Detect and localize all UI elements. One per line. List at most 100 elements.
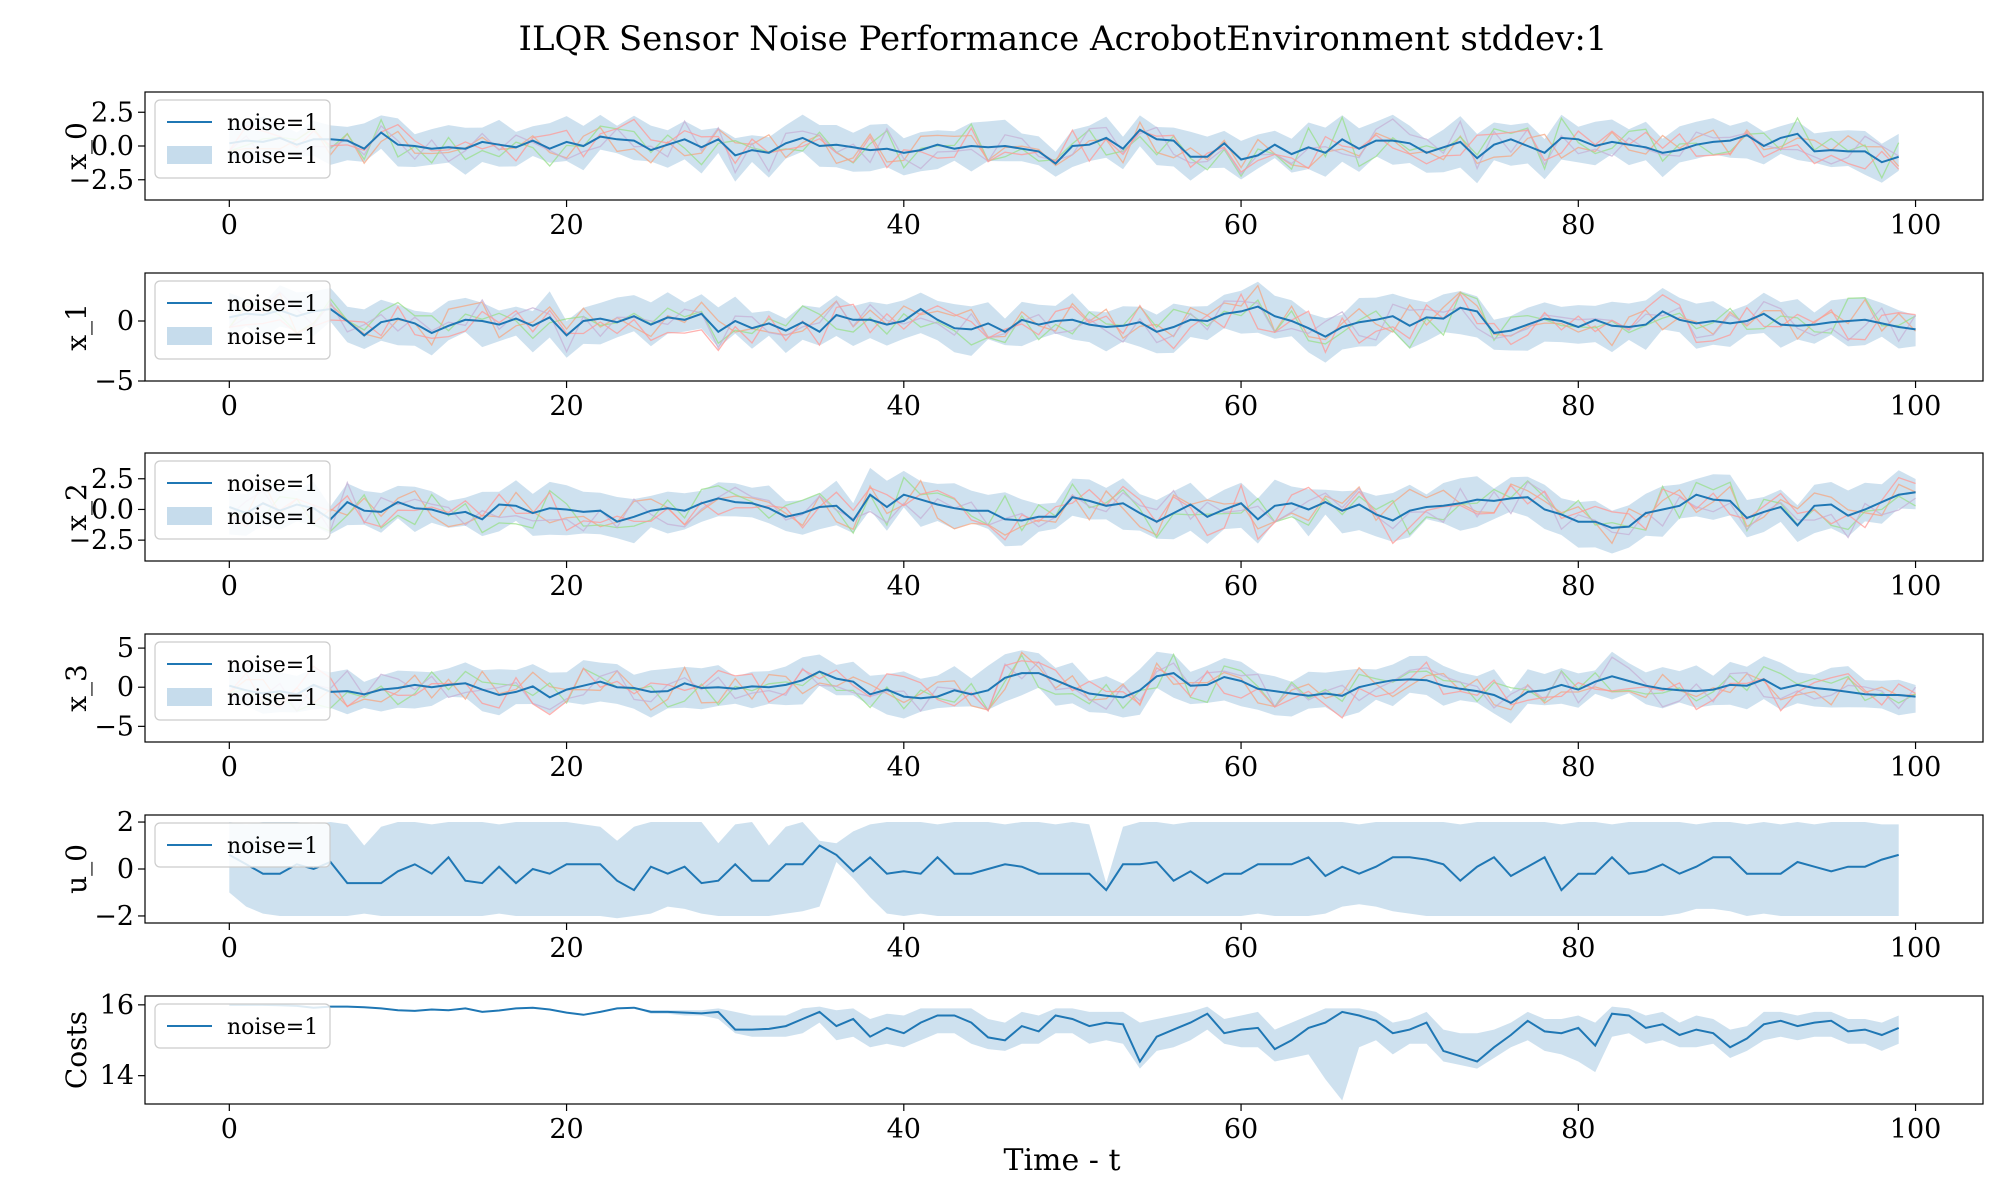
- y-tick-label: 5: [117, 633, 134, 664]
- std-band: [229, 114, 1899, 184]
- sample-trace-4: [228, 118, 1900, 173]
- axes-frame: [144, 272, 1984, 382]
- x-tick-label: 0: [221, 210, 238, 241]
- x-tick-label: 60: [1224, 933, 1258, 964]
- y-tick-label: −2: [94, 901, 134, 932]
- sample-trace-2: [229, 115, 1900, 180]
- legend-label: noise=1: [227, 472, 318, 497]
- legend-label: noise=1: [227, 325, 318, 350]
- axes-frame: [144, 995, 1984, 1105]
- sample-trace-3: [228, 118, 1900, 176]
- x-tick-label: 0: [221, 933, 238, 964]
- subplot-x-1: 0 20 40 60 80 100 0 −5x_1 noise=1 noise=1: [60, 272, 1984, 422]
- x-tick-label: 20: [549, 391, 583, 422]
- y-tick-label: 0: [117, 854, 134, 885]
- y-axis-label: x_1: [60, 303, 93, 351]
- legend-label: noise=1: [227, 144, 318, 169]
- std-band: [229, 281, 1916, 363]
- sample-trace-3: [228, 480, 1916, 539]
- x-tick-label: 60: [1224, 391, 1258, 422]
- x-tick-label: 100: [1890, 210, 1942, 241]
- sample-trace-3: [228, 291, 1917, 354]
- x-tick-label: 0: [221, 1114, 238, 1145]
- y-axis-label: x_3: [60, 664, 93, 712]
- y-tick-label: 16: [100, 990, 134, 1021]
- x-tick-label: 40: [887, 752, 921, 783]
- chart-title: ILQR Sensor Noise Performance AcrobotEnv…: [519, 19, 1608, 59]
- x-tick-label: 100: [1890, 933, 1942, 964]
- y-axis-label: u_0: [60, 844, 93, 894]
- x-tick-label: 0: [221, 571, 238, 602]
- legend-band-swatch: [167, 507, 212, 525]
- y-tick-label: 2.5: [91, 464, 134, 495]
- x-tick-label: 80: [1561, 1114, 1595, 1145]
- x-tick-label: 40: [887, 1114, 921, 1145]
- x-tick-label: 40: [887, 571, 921, 602]
- std-band: [229, 822, 1899, 919]
- x-tick-label: 0: [221, 752, 238, 783]
- x-tick-label: 40: [887, 933, 921, 964]
- x-tick-label: 100: [1890, 1114, 1942, 1145]
- mean-line: [229, 1003, 1900, 1064]
- subplot-x-2: 0 20 40 60 80 100 2.50.0−2.5x_2 noise=1 noise=1: [60, 452, 1984, 602]
- y-tick-label: 0: [117, 306, 134, 337]
- plot-area: [229, 1003, 1900, 1101]
- axes-frame: [144, 633, 1984, 743]
- x-tick-label: 100: [1890, 571, 1942, 602]
- x-tick-label: 20: [549, 752, 583, 783]
- x-tick-label: 20: [549, 210, 583, 241]
- legend-band-swatch: [167, 146, 212, 164]
- legend-label: noise=1: [227, 111, 318, 136]
- legend-label: noise=1: [227, 653, 318, 678]
- legend-label: noise=1: [227, 834, 318, 859]
- sample-trace-2: [229, 652, 1916, 712]
- plot-area: [228, 650, 1917, 724]
- sample-trace-1: [228, 651, 1916, 711]
- plot-area: [228, 114, 1900, 184]
- x-tick-label: 100: [1890, 391, 1942, 422]
- x-tick-label: 80: [1561, 571, 1595, 602]
- std-band: [229, 1004, 1899, 1101]
- legend-label: noise=1: [227, 1015, 318, 1040]
- x-tick-label: 60: [1224, 571, 1258, 602]
- sample-trace-4: [228, 476, 1916, 545]
- y-tick-label: 14: [100, 1061, 134, 1092]
- plot-area: [228, 822, 1899, 919]
- x-tick-label: 0: [221, 391, 238, 422]
- x-tick-label: 40: [887, 391, 921, 422]
- legend-label: noise=1: [227, 292, 318, 317]
- x-tick-label: 20: [549, 571, 583, 602]
- y-tick-label: 2: [117, 807, 134, 838]
- y-tick-label: 2.5: [91, 97, 134, 128]
- axes-frame: [144, 452, 1984, 562]
- y-axis-label: x_0: [60, 122, 93, 170]
- mean-line: [228, 844, 1899, 892]
- plot-area: [228, 467, 1916, 554]
- plot-area: [228, 281, 1917, 363]
- y-tick-label: −2.5: [68, 525, 134, 556]
- x-tick-label: 80: [1561, 210, 1595, 241]
- mean-line: [228, 491, 1916, 529]
- x-tick-label: 80: [1561, 752, 1595, 783]
- y-tick-label: 0.0: [91, 131, 134, 162]
- y-tick-label: 0.0: [91, 494, 134, 525]
- x-tick-label: 20: [549, 1114, 583, 1145]
- legend-box: [154, 1003, 331, 1049]
- x-tick-label: 60: [1224, 1114, 1258, 1145]
- x-tick-label: 20: [549, 933, 583, 964]
- y-axis-label: x_2: [60, 483, 93, 531]
- subplot-x-0: 0 20 40 60 80 100 2.50.0−2.5x_0 noise=1 noise=1: [60, 91, 1984, 241]
- x-tick-label: 60: [1224, 752, 1258, 783]
- x-tick-label: 60: [1224, 210, 1258, 241]
- sample-trace-4: [229, 292, 1916, 354]
- y-tick-label: −5: [94, 711, 134, 742]
- x-tick-label: 100: [1890, 752, 1942, 783]
- legend-band-swatch: [167, 327, 212, 345]
- legend-label: noise=1: [227, 505, 318, 530]
- mean-line: [229, 670, 1916, 705]
- x-tick-label: 80: [1561, 933, 1595, 964]
- y-tick-label: 0: [117, 672, 134, 703]
- legend-box: [154, 822, 331, 868]
